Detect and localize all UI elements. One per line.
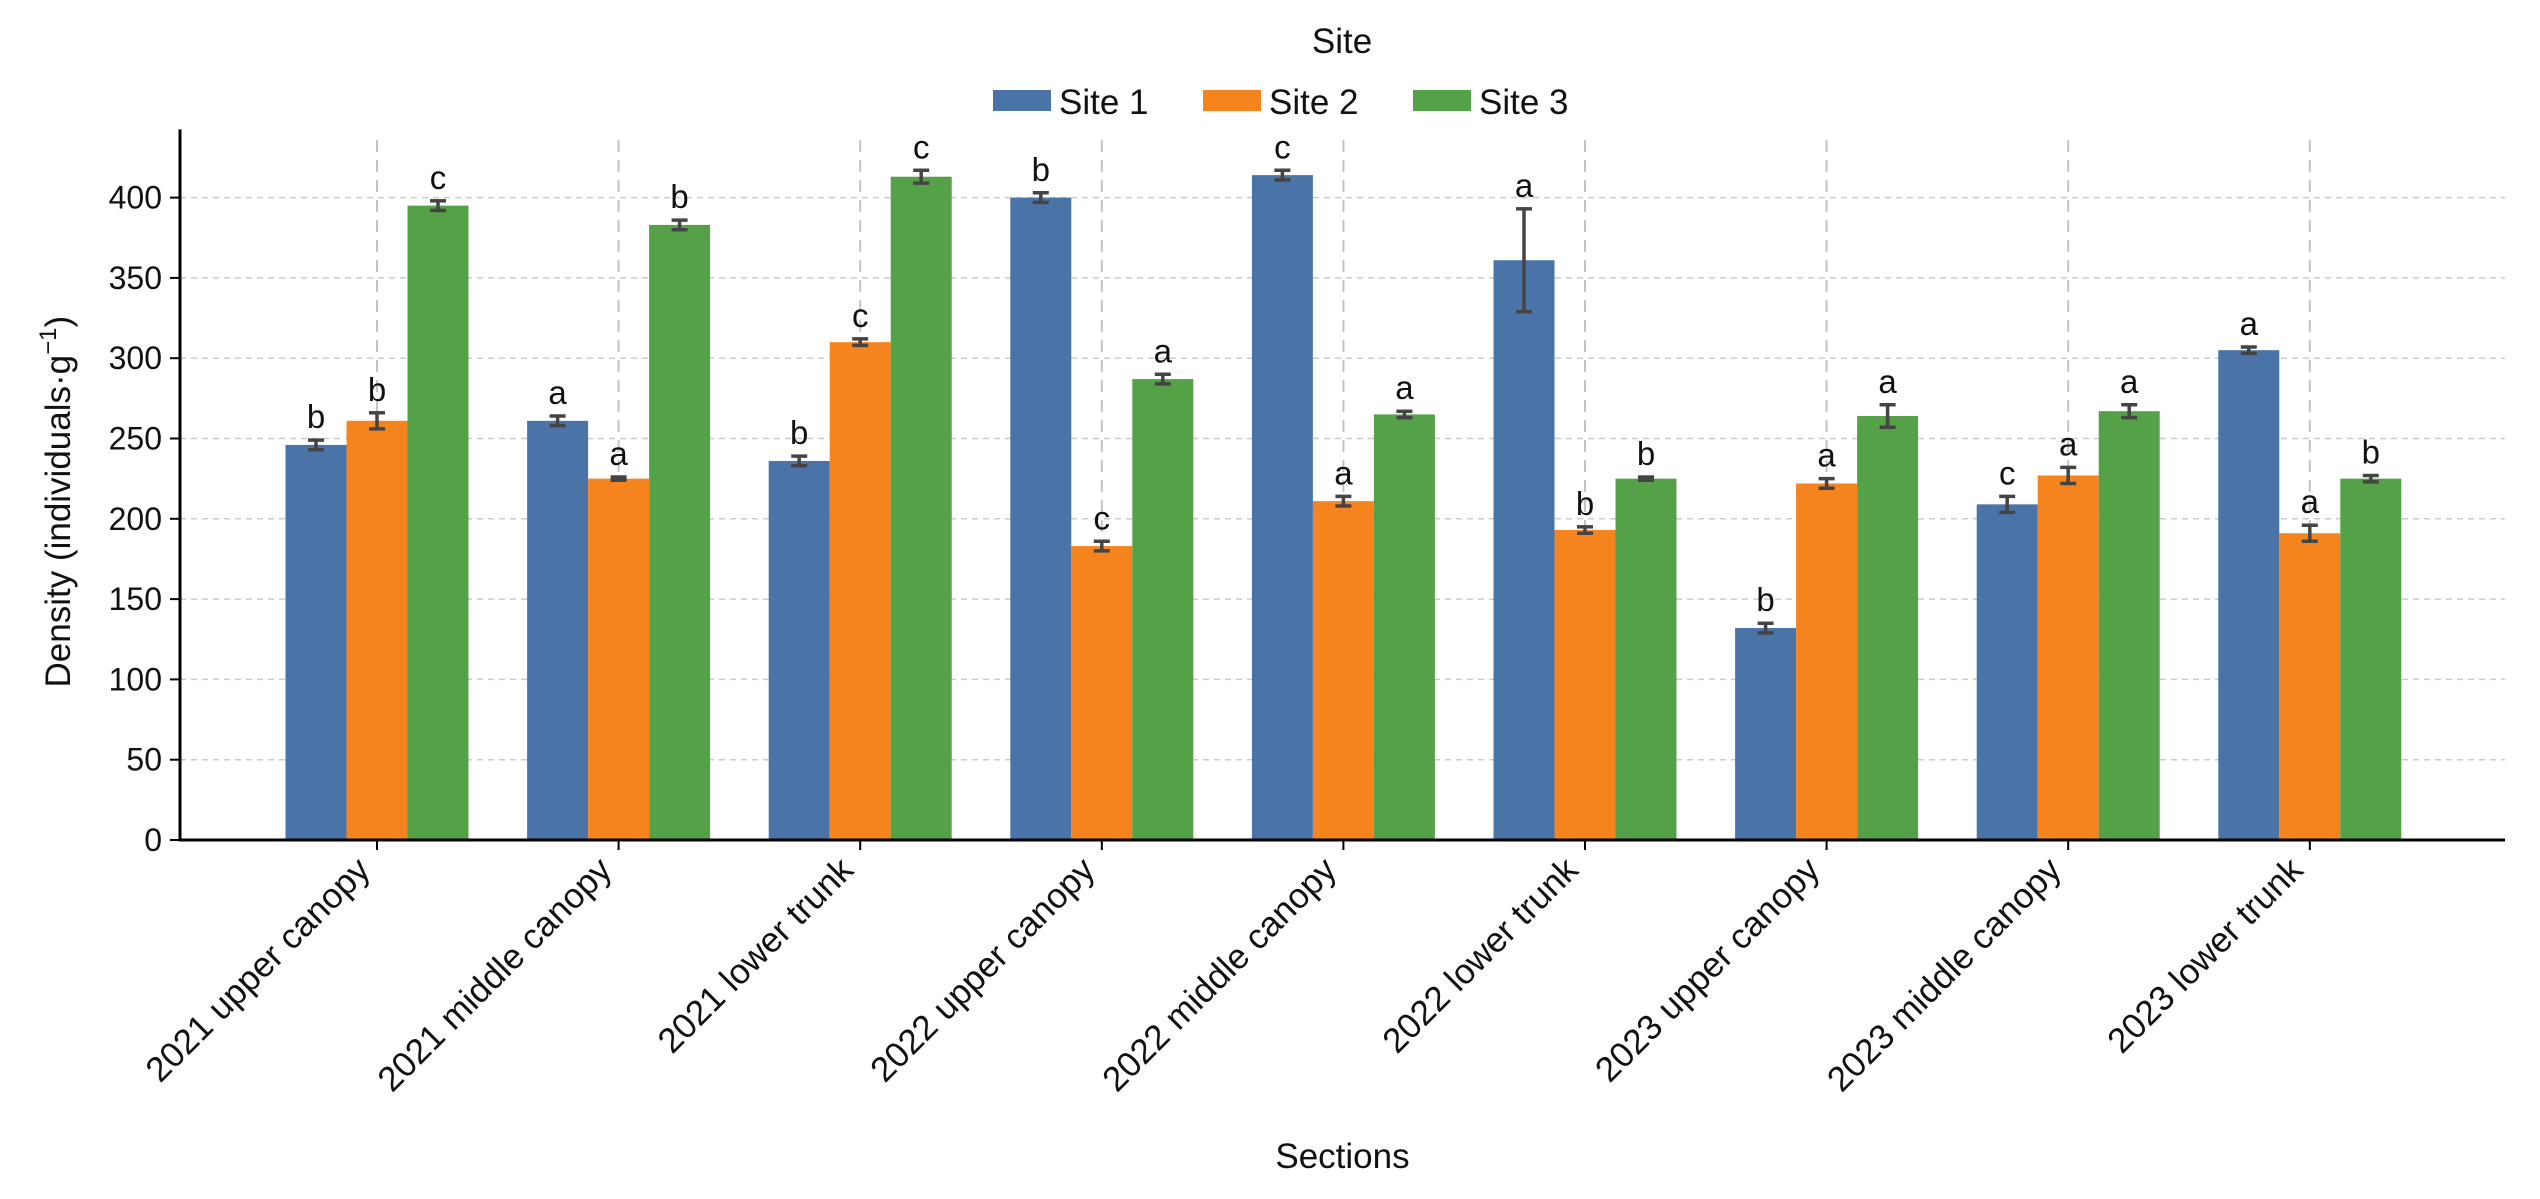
bar-site-1	[1976, 504, 2038, 840]
bar-site-1	[285, 444, 347, 840]
y-tick-label: 100	[109, 661, 162, 697]
bar-site-3	[2098, 411, 2160, 840]
significance-letter: a	[1154, 332, 1173, 369]
significance-letter: b	[1756, 581, 1774, 618]
significance-letter: a	[2059, 425, 2078, 462]
bar-site-1	[1251, 175, 1313, 841]
bar-site-1	[1493, 260, 1555, 840]
y-tick-label: 250	[109, 421, 162, 457]
bar-site-1	[768, 460, 830, 840]
significance-letter: b	[1576, 485, 1594, 522]
y-tick-label: 350	[109, 260, 162, 296]
bar-site-1	[2218, 350, 2280, 840]
bar-site-3	[1857, 416, 1919, 840]
x-axis-title: Sections	[1275, 1137, 1409, 1176]
axes	[178, 129, 2505, 842]
significance-letter: a	[1817, 437, 1836, 474]
legend: Site Site 1 Site 2 Site 3	[993, 22, 1569, 122]
bar-site-3	[1615, 478, 1677, 840]
y-axis-title-superscript: −1	[35, 328, 62, 355]
bar-site-3	[649, 224, 711, 841]
significance-letter: b	[1637, 435, 1655, 472]
y-tick-label: 0	[144, 822, 162, 858]
legend-title: Site	[1312, 22, 1372, 61]
significance-letter: c	[913, 128, 930, 165]
bar-site-1	[1010, 197, 1072, 841]
bars	[285, 175, 2402, 841]
legend-swatch	[1413, 90, 1471, 111]
significance-letter: c	[1274, 128, 1291, 165]
bar-site-2	[1312, 501, 1374, 840]
bar-site-2	[1554, 530, 1616, 840]
y-axis-title: Density (individuals·g−1)	[35, 316, 78, 688]
significance-letter: b	[1032, 151, 1050, 188]
significance-letter: a	[1395, 369, 1414, 406]
legend-items: Site 1 Site 2 Site 3	[993, 83, 1569, 122]
significance-letter: c	[1999, 454, 2016, 491]
significance-letter: a	[548, 374, 567, 411]
y-tick-label: 50	[126, 742, 162, 778]
significance-letter: b	[790, 414, 808, 451]
bar-site-3	[2340, 478, 2402, 840]
significance-letter: c	[852, 297, 869, 334]
legend-label: Site 1	[1059, 83, 1149, 122]
significance-letter: a	[2301, 483, 2320, 520]
y-tick-label: 300	[109, 340, 162, 376]
significance-letter: a	[1334, 454, 1353, 491]
bar-site-2	[346, 420, 408, 840]
y-tick-label: 200	[109, 501, 162, 537]
bar-site-3	[407, 205, 469, 840]
bar-site-2	[1071, 546, 1133, 840]
y-axis-ticks: 0 50 100 150 200 250 300 350 400	[109, 180, 180, 858]
bar-site-2	[829, 342, 891, 840]
bar-site-3	[1132, 379, 1194, 840]
bar-site-2	[1796, 483, 1858, 840]
significance-letter: a	[2120, 363, 2139, 400]
significance-letter: b	[307, 398, 325, 435]
legend-swatch	[993, 90, 1051, 111]
significance-letter: b	[670, 178, 688, 215]
y-tick-label: 150	[109, 581, 162, 617]
significance-letter: a	[609, 435, 628, 472]
bar-site-2	[588, 478, 650, 840]
significance-letter: a	[1878, 363, 1897, 400]
y-axis-title-main: Density (individuals·g	[39, 355, 78, 688]
error-bars	[308, 168, 2379, 635]
bar-site-1	[527, 420, 589, 840]
significance-letters: b b c a a b b c c b c a c a a a b b b a a c a a a a b	[307, 128, 2380, 618]
bar-site-1	[1735, 628, 1797, 840]
bar-site-2	[2037, 475, 2099, 840]
legend-label: Site 2	[1269, 83, 1359, 122]
significance-letter: c	[430, 159, 447, 196]
significance-letter: a	[2240, 305, 2259, 342]
legend-swatch	[1203, 90, 1261, 111]
significance-letter: c	[1094, 499, 1111, 536]
bar-site-3	[1373, 414, 1435, 840]
legend-label: Site 3	[1479, 83, 1569, 122]
y-tick-label: 400	[109, 180, 162, 216]
significance-letter: a	[1515, 167, 1534, 204]
significance-letter: b	[2362, 433, 2380, 470]
bar-site-3	[890, 176, 952, 841]
bar-site-2	[2279, 533, 2341, 840]
significance-letter: b	[368, 371, 386, 408]
y-axis-title-close: )	[39, 316, 78, 328]
